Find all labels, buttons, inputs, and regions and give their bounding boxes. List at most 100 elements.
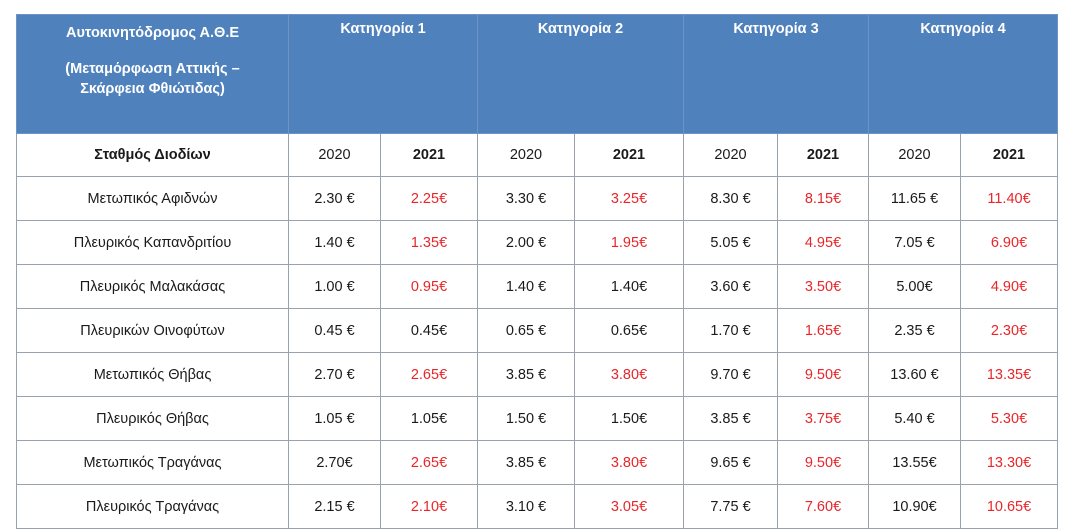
category-1-header: Κατηγορία 1: [288, 14, 478, 134]
table-row: Πλευρικών Οινοφύτων 0.45 €0.45€ 0.65 €0.65…: [16, 308, 1058, 353]
price-2021-cell: 4.90€: [960, 264, 1058, 309]
price-2020-cell: 13.55€: [868, 440, 961, 485]
price-2020-cell: 5.40 €: [868, 396, 961, 441]
station-name: Πλευρικός Τραγάνας: [16, 484, 289, 529]
price-2020-cell: 1.70 €: [683, 308, 778, 353]
price-2020-cell: 3.60 €: [683, 264, 778, 309]
price-2021-cell: 4.95€: [777, 220, 869, 265]
price-2020-cell: 2.70€: [288, 440, 381, 485]
toll-price-table: Αυτοκινητόδρομος Α.Θ.Ε (Μεταμόρφωση Αττι…: [16, 14, 1058, 529]
category-4-header: Κατηγορία 4: [868, 14, 1058, 134]
price-2020-cell: 2.30 €: [288, 176, 381, 221]
price-2020-cell: 3.85 €: [683, 396, 778, 441]
year-header-row: Σταθμός Διοδίων 2020 2021 2020 2021 2020…: [16, 133, 1058, 177]
price-2021-cell: 1.95€: [574, 220, 684, 265]
road-subtitle: (Μεταμόρφωση Αττικής – Σκάρφεια Φθιώτιδα…: [17, 59, 288, 99]
price-2020-cell: 10.90€: [868, 484, 961, 529]
year-2021-header: 2021: [574, 133, 684, 177]
price-2021-cell: 8.15€: [777, 176, 869, 221]
category-header-row: Αυτοκινητόδρομος Α.Θ.Ε (Μεταμόρφωση Αττι…: [16, 14, 1058, 134]
price-2021-cell: 2.65€: [380, 352, 478, 397]
station-column-header: Σταθμός Διοδίων: [16, 133, 289, 177]
price-2021-cell: 2.30€: [960, 308, 1058, 353]
price-2020-cell: 7.75 €: [683, 484, 778, 529]
price-2020-cell: 2.35 €: [868, 308, 961, 353]
price-2021-cell: 10.65€: [960, 484, 1058, 529]
price-2020-cell: 2.00 €: [477, 220, 575, 265]
road-title-cell: Αυτοκινητόδρομος Α.Θ.Ε (Μεταμόρφωση Αττι…: [16, 14, 289, 134]
year-2021-header: 2021: [380, 133, 478, 177]
station-name: Πλευρικός Καπανδριτίου: [16, 220, 289, 265]
price-2020-cell: 1.40 €: [288, 220, 381, 265]
table-row: Μετωπικός Τραγάνας 2.70€ 2.65€ 3.85 €3.80€ 9…: [16, 440, 1058, 485]
table-row: Πλευρικός Καπανδριτίου 1.40 €1.35€ 2.00 €1…: [16, 220, 1058, 265]
year-2020-header: 2020: [868, 133, 961, 177]
price-2021-cell: 3.05€: [574, 484, 684, 529]
table-row: Πλευρικός Θήβας 1.05 €1.05€ 1.50 €1.50€ 3.8…: [16, 396, 1058, 441]
station-name: Μετωπικός Τραγάνας: [16, 440, 289, 485]
year-2020-header: 2020: [683, 133, 778, 177]
price-2021-cell: 3.25€: [574, 176, 684, 221]
year-2020-header: 2020: [288, 133, 381, 177]
price-2021-cell: 3.75€: [777, 396, 869, 441]
road-subtitle-line1: (Μεταμόρφωση Αττικής –: [65, 61, 240, 77]
table-row: Πλευρικός Μαλακάσας 1.00 €0.95€ 1.40 €1.40…: [16, 264, 1058, 309]
price-2020-cell: 0.65 €: [477, 308, 575, 353]
price-2020-cell: 3.85 €: [477, 352, 575, 397]
price-2021-cell: 5.30€: [960, 396, 1058, 441]
year-2021-header: 2021: [777, 133, 869, 177]
price-2021-cell: 13.35€: [960, 352, 1058, 397]
price-2021-cell: 0.95€: [380, 264, 478, 309]
price-2020-cell: 0.45 €: [288, 308, 381, 353]
price-2021-cell: 1.40€: [574, 264, 684, 309]
price-2020-cell: 13.60 €: [868, 352, 961, 397]
price-2021-cell: 3.80€: [574, 440, 684, 485]
road-title: Αυτοκινητόδρομος Α.Θ.Ε: [65, 25, 240, 41]
price-2020-cell: 5.00€: [868, 264, 961, 309]
price-2020-cell: 11.65 €: [868, 176, 961, 221]
price-2021-cell: 2.10€: [380, 484, 478, 529]
price-2020-cell: 8.30 €: [683, 176, 778, 221]
station-name: Πλευρικός Μαλακάσας: [16, 264, 289, 309]
price-2021-cell: 2.25€: [380, 176, 478, 221]
price-2021-cell: 1.05€: [380, 396, 478, 441]
price-2020-cell: 1.50 €: [477, 396, 575, 441]
road-subtitle-line2: Σκάρφεια Φθιώτιδας): [80, 81, 225, 97]
category-3-header: Κατηγορία 3: [683, 14, 869, 134]
price-2021-cell: 9.50€: [777, 440, 869, 485]
price-2021-cell: 3.80€: [574, 352, 684, 397]
price-2021-cell: 0.45€: [380, 308, 478, 353]
station-name: Μετωπικός Θήβας: [16, 352, 289, 397]
price-2021-cell: 11.40€: [960, 176, 1058, 221]
price-2020-cell: 3.30 €: [477, 176, 575, 221]
price-2021-cell: 13.30€: [960, 440, 1058, 485]
price-2021-cell: 3.50€: [777, 264, 869, 309]
station-name: Πλευρικός Θήβας: [16, 396, 289, 441]
price-2021-cell: 1.50€: [574, 396, 684, 441]
price-2021-cell: 0.65€: [574, 308, 684, 353]
year-2021-header: 2021: [960, 133, 1058, 177]
price-2020-cell: 9.65 €: [683, 440, 778, 485]
station-name: Πλευρικών Οινοφύτων: [16, 308, 289, 353]
price-2020-cell: 7.05 €: [868, 220, 961, 265]
price-2021-cell: 2.65€: [380, 440, 478, 485]
table-row: Μετωπικός Αφιδνών 2.30 €2.25€ 3.30 €3.25€ 8…: [16, 176, 1058, 221]
table-row: Μετωπικός Θήβας 2.70 €2.65€ 3.85 €3.80€ 9.7…: [16, 352, 1058, 397]
price-2020-cell: 2.70 €: [288, 352, 381, 397]
year-2020-header: 2020: [477, 133, 575, 177]
price-2020-cell: 5.05 €: [683, 220, 778, 265]
price-2021-cell: 6.90€: [960, 220, 1058, 265]
price-2020-cell: 1.05 €: [288, 396, 381, 441]
table-row: Πλευρικός Τραγάνας 2.15 €2.10€ 3.10 €3.05€…: [16, 484, 1058, 529]
price-2021-cell: 7.60€: [777, 484, 869, 529]
price-2020-cell: 2.15 €: [288, 484, 381, 529]
price-2020-cell: 9.70 €: [683, 352, 778, 397]
price-2021-cell: 1.65€: [777, 308, 869, 353]
station-name: Μετωπικός Αφιδνών: [16, 176, 289, 221]
category-2-header: Κατηγορία 2: [477, 14, 684, 134]
price-2020-cell: 3.10 €: [477, 484, 575, 529]
price-2020-cell: 1.40 €: [477, 264, 575, 309]
price-2020-cell: 1.00 €: [288, 264, 381, 309]
price-2021-cell: 1.35€: [380, 220, 478, 265]
price-2020-cell: 3.85 €: [477, 440, 575, 485]
